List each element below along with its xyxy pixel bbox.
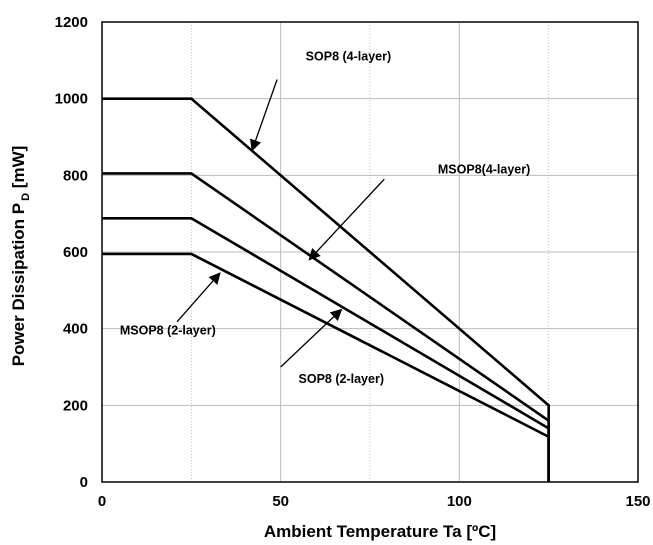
annotations: SOP8 (4-layer) MSOP8(4-layer) SOP8 (2-laye… (120, 49, 530, 386)
x-axis-title: Ambient Temperature Ta [ºC] (264, 522, 496, 541)
series-line-4 (102, 252, 550, 482)
annotation-arrow (308, 178, 385, 261)
x-tick-label: 150 (625, 493, 650, 510)
annotation-label: MSOP8(4-layer) (438, 162, 530, 176)
y-tick-label: 1000 (55, 91, 88, 108)
x-tick-label: 0 (98, 493, 106, 510)
annotation-label: SOP8 (4-layer) (306, 49, 391, 63)
y-axis-title-subscript: D (20, 193, 32, 201)
y-tick-label: 400 (63, 321, 88, 338)
annotation-label: MSOP8 (2-layer) (120, 323, 216, 337)
series-lines (102, 97, 550, 482)
y-tick-label: 200 (63, 397, 88, 414)
x-tick-labels: 0 50 100 150 (98, 493, 651, 510)
series-line-1 (102, 97, 550, 482)
y-tick-label: 600 (63, 244, 88, 261)
annotation-arrow (176, 272, 221, 323)
y-tick-label: 1200 (55, 14, 88, 31)
annotation-arrow (250, 79, 278, 152)
y-axis-title: Power Dissipation P D [mW] (9, 146, 32, 367)
series-line-3 (102, 216, 550, 482)
x-tick-label: 50 (272, 493, 289, 510)
x-tick-label: 100 (447, 493, 472, 510)
y-axis-title-main: Power Dissipation P (9, 203, 28, 366)
y-tick-labels: 0 200 400 600 800 1000 1200 (55, 14, 88, 491)
y-tick-label: 0 (80, 474, 88, 491)
plot-frame (101, 21, 639, 483)
y-tick-label: 800 (63, 167, 88, 184)
annotation-arrow (280, 308, 343, 368)
y-axis-title-unit: [mW] (9, 146, 28, 193)
annotation-label: SOP8 (2-layer) (299, 372, 384, 386)
